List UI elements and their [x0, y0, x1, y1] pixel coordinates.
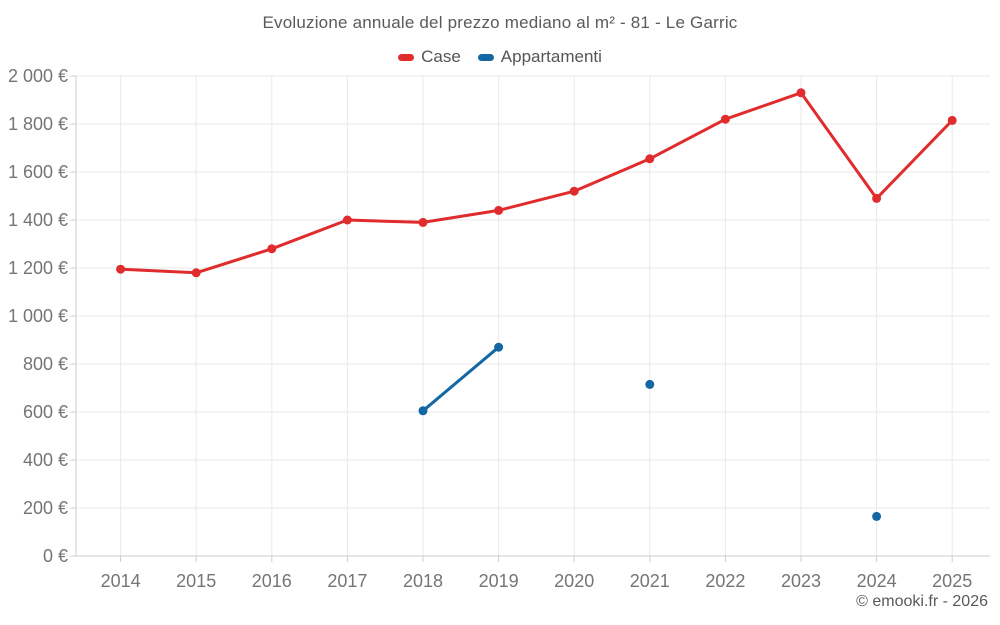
legend-label-case: Case: [421, 47, 461, 66]
credit-text: © emooki.fr - 2026: [856, 593, 988, 610]
legend: Case Appartamenti: [0, 46, 1000, 68]
y-axis-label: 0 €: [43, 546, 68, 566]
x-axis-label: 2014: [101, 571, 141, 591]
x-axis-label: 2024: [857, 571, 897, 591]
appartamenti-series-point[interactable]: [418, 406, 428, 416]
appartamenti-series-swatch: [477, 53, 494, 61]
legend-item-case[interactable]: Case: [398, 47, 461, 67]
y-axis-label: 200 €: [23, 498, 68, 518]
legend-item-appartamenti[interactable]: Appartamenti: [477, 47, 602, 67]
case-series-point[interactable]: [872, 193, 882, 203]
appartamenti-series-point[interactable]: [494, 342, 504, 352]
appartamenti-series-point[interactable]: [872, 511, 882, 521]
x-axis-label: 2021: [630, 571, 670, 591]
case-series-point[interactable]: [947, 115, 957, 125]
case-series-point[interactable]: [720, 114, 730, 124]
y-axis-label: 2 000 €: [8, 66, 68, 86]
x-axis-label: 2018: [403, 571, 443, 591]
case-series-point[interactable]: [418, 217, 428, 227]
appartamenti-series-point[interactable]: [645, 379, 655, 389]
y-axis-label: 1 000 €: [8, 306, 68, 326]
y-axis-label: 1 400 €: [8, 210, 68, 230]
x-axis-label: 2017: [327, 571, 367, 591]
case-series-point[interactable]: [569, 186, 579, 196]
appartamenti-series-line: [421, 345, 501, 413]
x-axis-label: 2020: [554, 571, 594, 591]
x-axis-label: 2023: [781, 571, 821, 591]
x-axis-label: 2022: [705, 571, 745, 591]
y-axis-label: 1 200 €: [8, 258, 68, 278]
case-series-point[interactable]: [342, 215, 352, 225]
case-series-point[interactable]: [645, 154, 655, 164]
x-axis-label: 2015: [176, 571, 216, 591]
case-series-point[interactable]: [267, 244, 277, 254]
x-axis-label: 2019: [479, 571, 519, 591]
y-axis-label: 600 €: [23, 402, 68, 422]
legend-label-appartamenti: Appartamenti: [500, 47, 602, 66]
y-axis-label: 400 €: [23, 450, 68, 470]
chart-title: Evoluzione annuale del prezzo mediano al…: [262, 13, 738, 32]
case-series-point[interactable]: [796, 88, 806, 98]
x-axis-label: 2016: [252, 571, 292, 591]
case-series-point[interactable]: [494, 205, 504, 215]
case-series-point[interactable]: [116, 264, 126, 274]
case-series-point[interactable]: [191, 268, 201, 278]
y-axis-label: 1 600 €: [8, 162, 68, 182]
case-series-swatch: [398, 53, 415, 61]
case-series-line: [119, 91, 954, 275]
y-axis-label: 1 800 €: [8, 114, 68, 134]
x-axis-label: 2025: [932, 571, 972, 591]
y-axis-label: 800 €: [23, 354, 68, 374]
